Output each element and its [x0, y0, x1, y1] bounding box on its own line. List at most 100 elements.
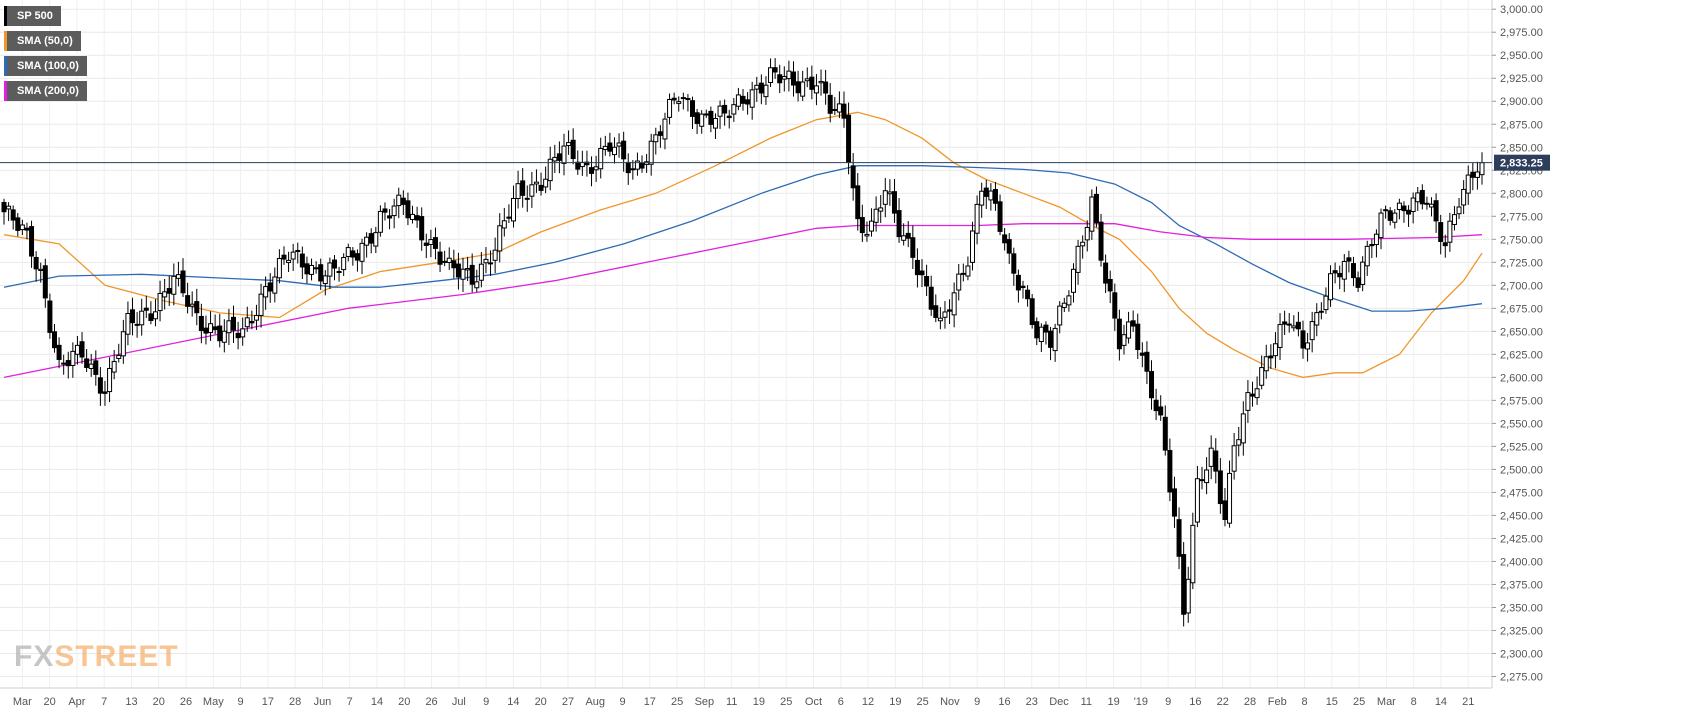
x-tick-label: 25: [1353, 696, 1365, 708]
candle-body: [65, 360, 71, 367]
candle-body: [561, 145, 567, 164]
candle-body: [295, 250, 301, 253]
candle: [1373, 229, 1379, 258]
candle: [1291, 315, 1297, 332]
y-tick-label: 2,750.00: [1500, 234, 1543, 246]
candle-body: [533, 181, 539, 185]
candle: [891, 178, 897, 223]
candle-body: [1121, 334, 1127, 346]
candle: [758, 74, 764, 105]
legend-item-sma50[interactable]: SMA (50,0): [4, 31, 81, 51]
candle-body: [299, 253, 305, 268]
candle: [970, 221, 976, 271]
candle-body: [1263, 356, 1269, 372]
candle: [836, 91, 842, 119]
candle-body: [901, 235, 907, 241]
candle-body: [712, 117, 718, 129]
candle: [1305, 332, 1311, 362]
candle-body: [745, 99, 751, 105]
candle-body: [827, 94, 833, 114]
candle: [1130, 310, 1136, 332]
candle: [419, 207, 425, 251]
candle-body: [616, 142, 622, 147]
candle-body: [556, 153, 562, 161]
legend-item-sma200[interactable]: SMA (200,0): [4, 81, 87, 101]
candle-body: [111, 360, 117, 373]
candle: [1328, 265, 1334, 307]
x-tick-label: Jun: [314, 696, 332, 708]
candle-body: [313, 267, 319, 270]
candle-body: [717, 105, 723, 117]
candle-body: [116, 354, 122, 359]
candle: [850, 153, 856, 201]
candle-body: [442, 260, 448, 263]
candle: [873, 196, 879, 232]
candle: [933, 294, 939, 323]
candle: [616, 133, 622, 158]
candle-body: [758, 82, 764, 94]
candle-body: [322, 275, 328, 285]
candle-body: [1171, 488, 1177, 517]
candle-body: [869, 220, 875, 232]
candle: [786, 60, 792, 92]
candle-body: [726, 115, 732, 119]
legend-swatch: [4, 6, 7, 26]
candle-body: [56, 344, 62, 360]
candle: [492, 237, 498, 274]
fxstreet-logo: FXSTREET: [14, 640, 179, 673]
candle-body: [974, 203, 980, 234]
candle: [818, 69, 824, 96]
candle-body: [414, 215, 420, 221]
candle-body: [800, 81, 806, 97]
x-tick-label: 25: [780, 696, 792, 708]
plot-area: [0, 0, 1492, 688]
candle-body: [387, 215, 393, 219]
legend-item-sma100[interactable]: SMA (100,0): [4, 56, 87, 76]
candle-body: [891, 191, 897, 214]
candle-body: [951, 292, 957, 316]
candle: [1089, 189, 1095, 240]
candle-body: [1387, 210, 1393, 221]
candle: [1048, 326, 1054, 361]
candle: [171, 263, 177, 306]
candle: [740, 89, 746, 111]
legend-item-sp500[interactable]: SP 500: [4, 6, 61, 26]
candle: [979, 182, 985, 218]
candle-body: [194, 301, 200, 314]
y-tick-label: 2,350.00: [1500, 602, 1543, 614]
candle-body: [1360, 261, 1366, 285]
candle-body: [1268, 355, 1274, 359]
y-tick-label: 2,725.00: [1500, 257, 1543, 269]
candle-body: [1, 201, 7, 213]
candle: [396, 187, 402, 219]
candle: [478, 252, 484, 288]
candle: [731, 98, 737, 122]
candle-body: [143, 307, 149, 311]
y-tick-label: 2,975.00: [1500, 27, 1543, 39]
candle-body: [1006, 239, 1012, 254]
candle: [38, 262, 44, 283]
x-tick-label: 20: [153, 696, 165, 708]
candle-body: [1332, 270, 1338, 274]
candle-body: [1451, 214, 1457, 225]
candle: [1456, 198, 1462, 220]
candle: [143, 295, 149, 318]
candle-body: [768, 67, 774, 83]
candle-body: [552, 156, 558, 162]
candle-body: [731, 104, 737, 115]
candle: [1084, 220, 1090, 252]
candle: [1181, 542, 1187, 627]
candle-body: [1231, 445, 1237, 472]
candle: [368, 228, 374, 254]
candle-body: [1034, 321, 1040, 339]
candle-body: [960, 272, 966, 275]
candle-body: [1213, 450, 1219, 472]
candle-body: [575, 161, 581, 170]
candle-body: [1061, 302, 1067, 308]
candle: [1217, 458, 1223, 514]
candle-body: [818, 80, 824, 84]
candle: [699, 110, 705, 134]
candle: [937, 307, 943, 330]
x-tick-label: 23: [1026, 696, 1038, 708]
x-tick-label: 27: [562, 696, 574, 708]
